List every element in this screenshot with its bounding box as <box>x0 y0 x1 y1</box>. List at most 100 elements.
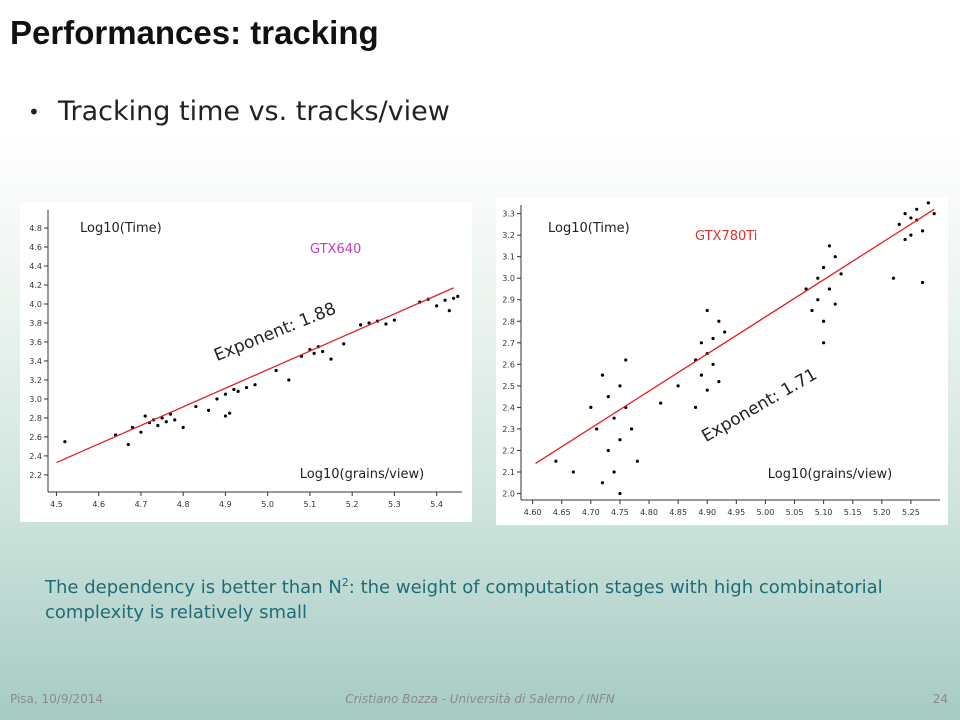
chart-panel <box>496 197 948 525</box>
point <box>173 418 177 422</box>
bullet: Tracking time vs. tracks/view <box>58 94 450 130</box>
point <box>606 448 610 453</box>
point <box>810 308 814 313</box>
point <box>618 438 622 442</box>
point <box>143 414 147 418</box>
bullet-list: Tracking time vs. tracks/view <box>58 94 450 130</box>
point <box>600 481 605 485</box>
footer-date: Pisa, 10/9/2014 <box>10 692 104 706</box>
point <box>384 322 388 326</box>
y-tick-label: 2.7 <box>502 339 515 348</box>
device-label: GTX640 <box>310 242 361 257</box>
x-axis-label: Log10(grains/view) <box>768 467 892 482</box>
point <box>329 357 333 361</box>
point <box>816 276 820 280</box>
point <box>194 404 198 409</box>
point <box>63 440 67 444</box>
point <box>822 341 826 345</box>
y-tick-label: 2.0 <box>502 490 515 499</box>
point <box>451 296 456 300</box>
y-tick-label: 3.1 <box>502 253 515 262</box>
y-tick-label: 2.2 <box>502 446 515 455</box>
point <box>456 294 460 299</box>
x-tick-label: 4.6 <box>92 500 105 509</box>
point <box>839 272 843 276</box>
point <box>447 309 451 313</box>
y-tick-label: 4.4 <box>29 262 42 271</box>
y-tick-label: 3.0 <box>502 274 515 283</box>
y-tick-label: 2.6 <box>29 433 42 442</box>
point <box>816 298 820 302</box>
x-tick-label: 5.15 <box>844 508 862 517</box>
point <box>711 336 715 341</box>
y-tick-label: 2.8 <box>502 317 515 326</box>
point <box>926 201 930 205</box>
x-axis-label: Log10(grains/view) <box>300 467 424 482</box>
point <box>595 427 599 431</box>
point <box>600 373 605 377</box>
point <box>435 304 439 308</box>
x-tick-label: 5.3 <box>388 500 401 509</box>
point <box>909 216 913 220</box>
y-axis-label: Log10(Time) <box>80 221 162 236</box>
x-tick-label: 4.70 <box>582 508 600 517</box>
point <box>822 265 826 270</box>
fit-line <box>535 208 935 464</box>
x-tick-label: 5.20 <box>873 508 891 517</box>
point <box>236 389 240 393</box>
point <box>629 427 634 431</box>
x-tick-label: 4.7 <box>135 500 148 509</box>
point <box>822 319 826 323</box>
y-tick-label: 4.8 <box>29 224 42 233</box>
y-axis-label: Log10(Time) <box>548 221 630 236</box>
y-tick-label: 4.0 <box>29 300 42 309</box>
point <box>676 384 680 388</box>
x-tick-label: 5.00 <box>757 508 775 517</box>
y-tick-label: 2.5 <box>502 382 515 391</box>
x-tick-label: 5.2 <box>346 500 359 509</box>
point <box>156 423 160 428</box>
point <box>659 401 663 405</box>
y-tick-label: 3.8 <box>29 319 42 328</box>
point <box>635 459 639 463</box>
point <box>571 470 575 474</box>
point <box>287 378 291 382</box>
y-tick-label: 3.4 <box>29 357 42 366</box>
point <box>392 318 397 322</box>
point <box>164 420 168 424</box>
point <box>312 351 316 355</box>
slide-title: Performances: tracking <box>10 14 379 51</box>
point <box>717 379 721 384</box>
x-tick-label: 4.95 <box>727 508 745 517</box>
y-tick-label: 2.1 <box>502 468 515 477</box>
y-tick-label: 4.2 <box>29 281 42 290</box>
x-tick-label: 4.85 <box>669 508 687 517</box>
point <box>920 229 925 233</box>
x-tick-label: 5.4 <box>430 500 443 509</box>
y-tick-label: 3.3 <box>502 210 515 219</box>
y-tick-label: 3.0 <box>29 395 42 404</box>
point <box>612 416 616 420</box>
point <box>612 470 616 474</box>
point <box>897 222 901 226</box>
x-tick-label: 4.65 <box>553 508 571 517</box>
y-tick-label: 2.9 <box>502 296 515 305</box>
note-sup: 2 <box>341 576 349 589</box>
point <box>253 383 257 387</box>
point <box>705 388 709 392</box>
point <box>244 385 249 390</box>
x-tick-label: 5.0 <box>261 500 274 509</box>
point <box>126 442 130 447</box>
point <box>693 405 698 410</box>
point <box>723 330 727 334</box>
point <box>223 414 228 418</box>
point <box>909 233 913 237</box>
point <box>232 387 236 392</box>
point <box>903 212 907 216</box>
y-tick-label: 2.8 <box>29 414 42 423</box>
y-tick-label: 4.6 <box>29 243 42 252</box>
point <box>717 319 721 323</box>
x-tick-label: 4.5 <box>50 500 63 509</box>
note: The dependency is better than N2: the we… <box>45 570 925 625</box>
